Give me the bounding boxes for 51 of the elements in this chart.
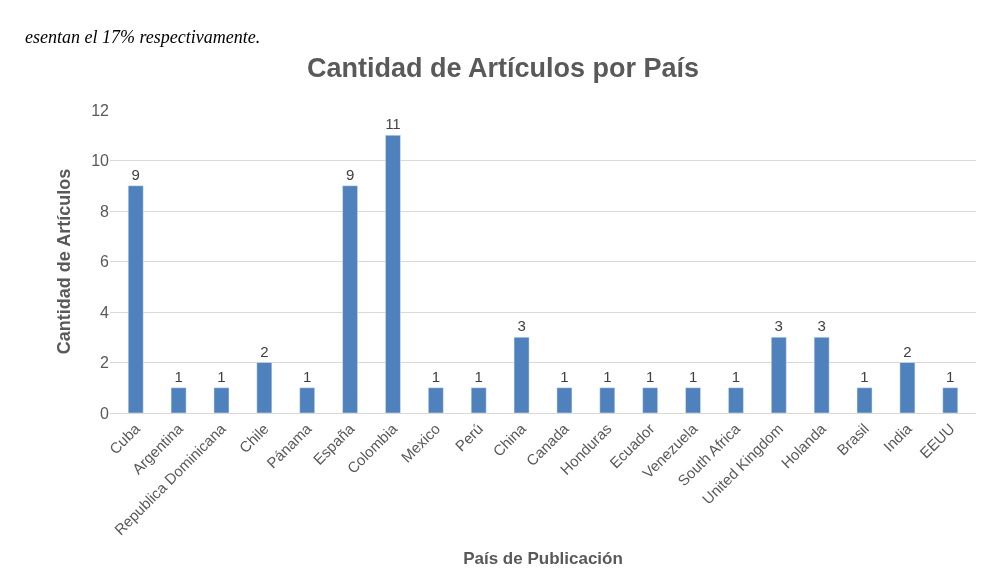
data-label: 1 <box>688 367 698 385</box>
data-label: 1 <box>646 367 655 385</box>
bar <box>942 387 959 413</box>
data-label: 1 <box>731 367 741 385</box>
bar <box>342 185 358 413</box>
bar <box>599 387 616 413</box>
bar <box>728 387 744 413</box>
data-label: 1 <box>560 367 569 385</box>
data-label: 1 <box>603 367 612 385</box>
bar <box>642 387 658 413</box>
data-label: 9 <box>131 165 140 183</box>
data-label: 3 <box>774 317 783 335</box>
bar <box>127 185 144 413</box>
y-tick-label: 4 <box>100 303 110 321</box>
y-tick-label: 12 <box>91 101 110 119</box>
data-label: 1 <box>474 367 483 385</box>
data-label: 11 <box>385 116 401 133</box>
data-label: 3 <box>517 317 526 335</box>
bar <box>685 387 701 413</box>
bar <box>256 362 273 413</box>
text: esentan el 17% respectivamente. <box>25 27 261 47</box>
bar <box>299 387 315 413</box>
bar <box>170 387 187 413</box>
bar <box>556 387 573 413</box>
y-tick-label: 0 <box>100 404 110 422</box>
bar <box>470 387 487 413</box>
bar <box>213 387 230 413</box>
y-tick-label: 10 <box>91 152 110 170</box>
y-axis-title: Cantidad de Artículos <box>54 168 75 355</box>
bar <box>771 337 787 413</box>
data-label: 1 <box>860 367 869 385</box>
y-tick-label: 2 <box>100 354 110 372</box>
data-label: 2 <box>260 342 269 360</box>
data-label: 3 <box>817 317 826 335</box>
x-axis-title: País de Publicación <box>463 549 623 569</box>
data-label: 1 <box>217 367 226 385</box>
data-label: 1 <box>946 367 955 385</box>
bar <box>899 362 916 413</box>
data-label: 1 <box>174 367 183 385</box>
bar <box>856 387 873 413</box>
y-tick-label: 6 <box>100 253 110 271</box>
y-tick-label: 8 <box>100 202 110 220</box>
bar <box>813 337 830 413</box>
data-label: 9 <box>345 165 355 183</box>
bar <box>513 337 530 413</box>
bar <box>385 135 401 413</box>
data-label: 2 <box>903 342 912 360</box>
chart-title: Cantidad de Artículos por País <box>306 53 700 84</box>
data-label: 1 <box>431 367 440 385</box>
data-label: 1 <box>303 367 312 385</box>
bar <box>428 387 444 413</box>
